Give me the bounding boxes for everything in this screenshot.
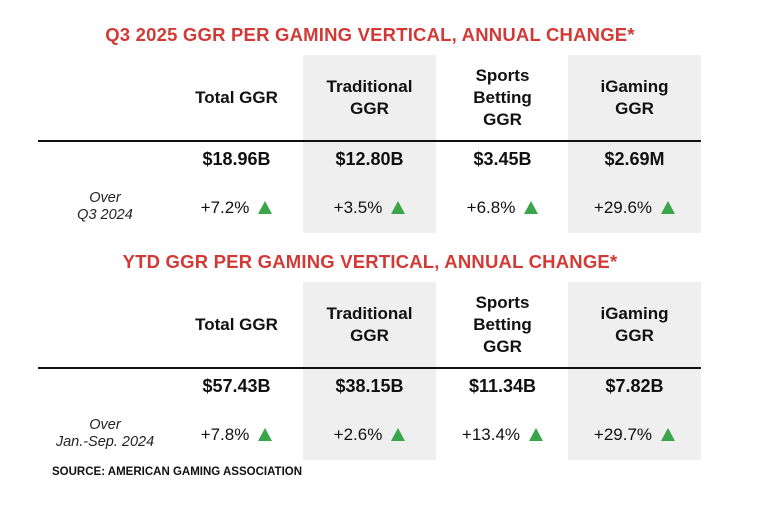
- change-value: +13.4%: [461, 425, 521, 444]
- change-cell: +29.7%: [568, 425, 701, 445]
- change-value: +7.2%: [200, 198, 250, 217]
- section-title: YTD GGR PER GAMING VERTICAL, ANNUAL CHAN…: [122, 251, 618, 272]
- up-arrow: [661, 428, 676, 441]
- column-shade: [568, 55, 701, 233]
- column-header: Total GGR: [170, 55, 303, 141]
- change-value: +29.7%: [593, 425, 653, 444]
- row-label: Over Jan.-Sep. 2024: [40, 417, 170, 451]
- column-header: Sports Betting GGR: [436, 55, 569, 141]
- column-header: iGaming GGR: [568, 282, 701, 368]
- header-line: GGR: [483, 337, 522, 356]
- header-rule: [38, 367, 701, 369]
- total-value: $38.15B: [335, 376, 404, 396]
- section-title: Q3 2025 GGR PER GAMING VERTICAL, ANNUAL …: [105, 24, 635, 45]
- column-shade: [303, 282, 436, 460]
- total-value: $11.34B: [468, 376, 537, 396]
- up-arrow: [258, 428, 273, 441]
- header-line: Total GGR: [195, 88, 278, 107]
- up-arrow: [524, 201, 539, 214]
- up-arrow: [391, 201, 406, 214]
- row-label: Over Q3 2024: [40, 190, 170, 224]
- total-value: $7.82B: [605, 376, 664, 396]
- up-arrow: [391, 428, 406, 441]
- total-value: $2.69M: [604, 149, 665, 169]
- change-value: +29.6%: [593, 198, 653, 217]
- change-cell: +7.8%: [170, 425, 303, 445]
- total-value: $18.96B: [202, 149, 271, 169]
- column-shade: [568, 282, 701, 460]
- column-header: Total GGR: [170, 282, 303, 368]
- up-arrow: [258, 201, 273, 214]
- column-header: Traditional GGR: [303, 282, 436, 368]
- change-value: +6.8%: [466, 198, 516, 217]
- column-header: iGaming GGR: [568, 55, 701, 141]
- header-line: GGR: [350, 99, 389, 118]
- header-line: iGaming: [600, 77, 669, 96]
- header-line: Betting: [473, 315, 532, 334]
- header-line: GGR: [615, 326, 654, 345]
- change-cell: +2.6%: [303, 425, 436, 445]
- total-value: $57.43B: [202, 376, 271, 396]
- header-line: Sports: [475, 293, 530, 312]
- header-line: Traditional: [326, 304, 413, 323]
- total-value: $3.45B: [473, 149, 532, 169]
- change-value: +2.6%: [333, 425, 383, 444]
- change-cell: +7.2%: [170, 198, 303, 218]
- header-line: Sports: [475, 66, 530, 85]
- up-arrow: [661, 201, 676, 214]
- header-line: iGaming: [600, 304, 669, 323]
- column-shade: [303, 55, 436, 233]
- row-label-line: Over: [89, 417, 121, 433]
- header-line: Betting: [473, 88, 532, 107]
- column-header: Traditional GGR: [303, 55, 436, 141]
- total-value: $12.80B: [335, 149, 404, 169]
- row-label-line: Over: [89, 190, 121, 206]
- header-line: GGR: [350, 326, 389, 345]
- change-cell: +13.4%: [436, 425, 569, 445]
- header-line: Traditional: [326, 77, 413, 96]
- source-note: SOURCE: AMERICAN GAMING ASSOCIATION: [52, 466, 303, 478]
- change-cell: +29.6%: [568, 198, 701, 218]
- column-header: Sports Betting GGR: [436, 282, 569, 368]
- row-label-line: Q3 2024: [77, 207, 133, 223]
- change-cell: +3.5%: [303, 198, 436, 218]
- header-line: Total GGR: [195, 315, 278, 334]
- header-line: GGR: [615, 99, 654, 118]
- row-label-line: Jan.-Sep. 2024: [55, 434, 155, 450]
- up-arrow: [529, 428, 544, 441]
- change-cell: +6.8%: [436, 198, 569, 218]
- change-value: +7.8%: [200, 425, 250, 444]
- header-line: GGR: [483, 110, 522, 129]
- header-rule: [38, 140, 701, 142]
- change-value: +3.5%: [333, 198, 383, 217]
